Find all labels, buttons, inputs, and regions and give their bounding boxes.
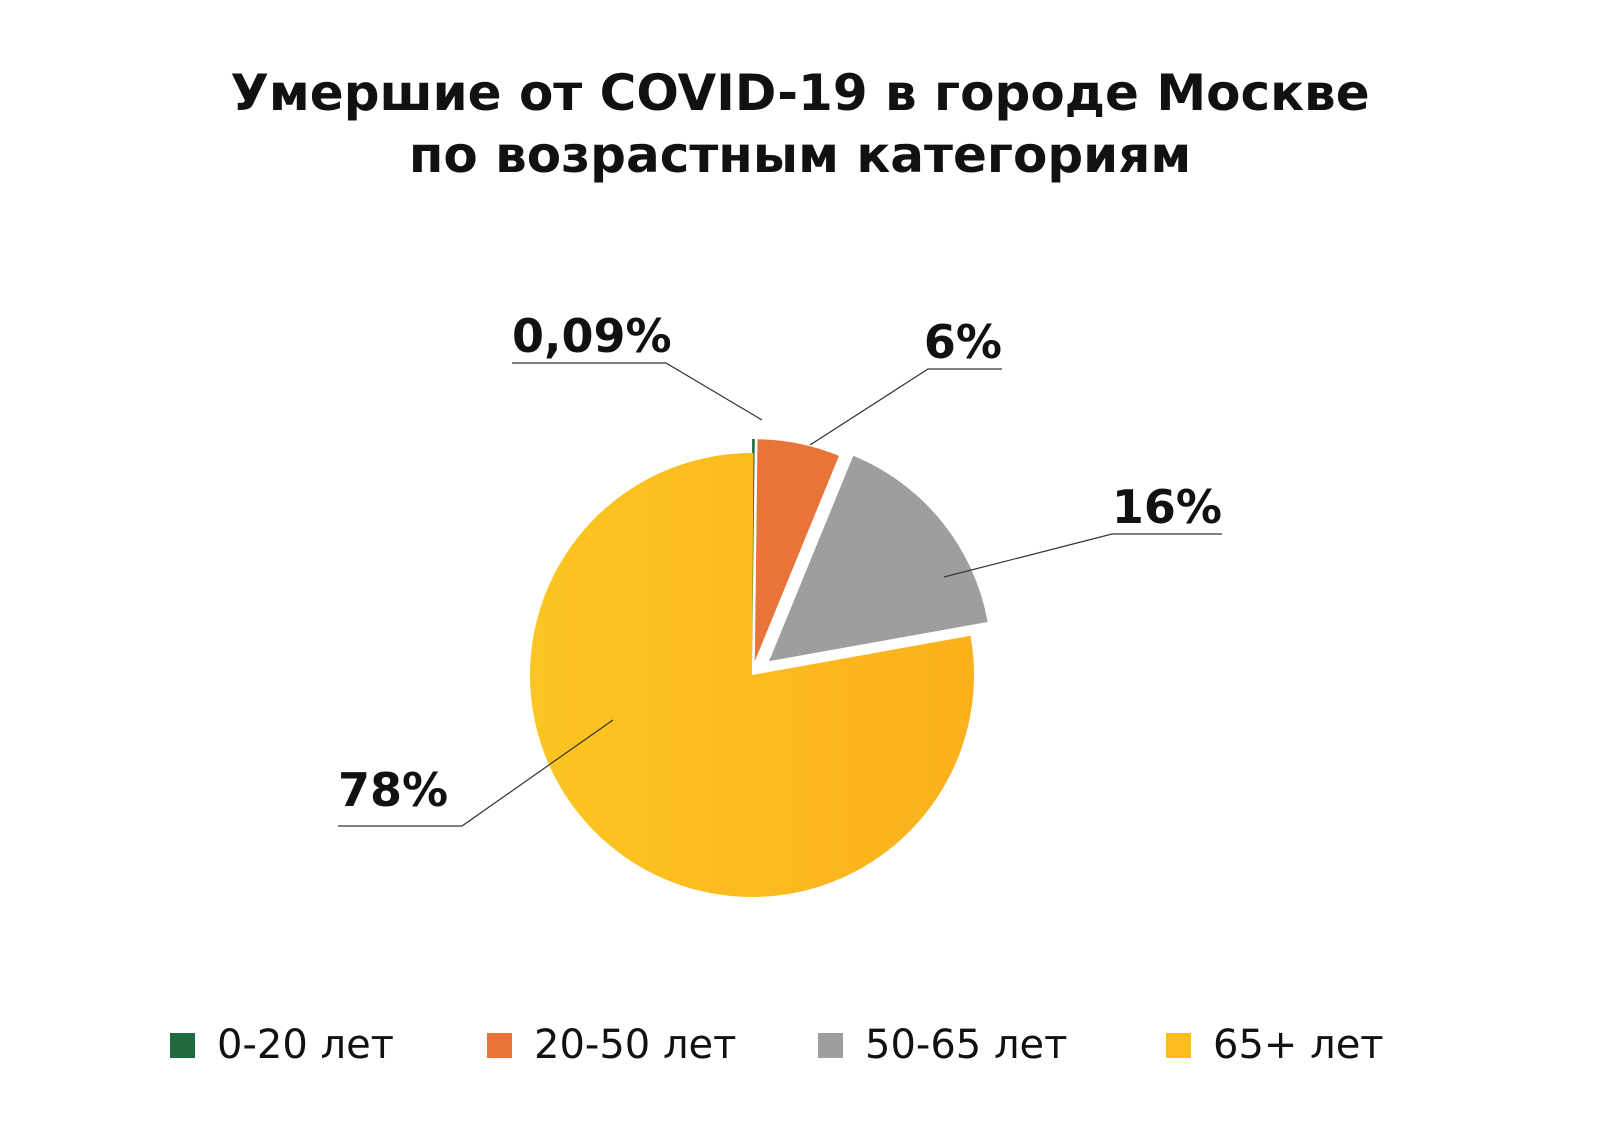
- legend-label-65-plus: 65+ лет: [1213, 1022, 1384, 1068]
- data-label-50-65: 16%: [1112, 480, 1222, 534]
- leader-line-0-20: [512, 362, 763, 421]
- legend-item-0-20: 0-20 лет: [170, 1022, 394, 1068]
- legend: 0-20 лет 20-50 лет 50-65 лет 65+ лет: [0, 1022, 1600, 1082]
- data-label-20-50: 6%: [924, 315, 1002, 369]
- leader-line-65-plus: [338, 719, 614, 827]
- legend-label-50-65: 50-65 лет: [865, 1022, 1068, 1068]
- pie-slices: [530, 439, 988, 897]
- legend-swatch-0-20: [170, 1032, 195, 1058]
- legend-label-20-50: 20-50 лет: [534, 1022, 737, 1068]
- chart-title-line-1: Умершие от COVID-19 в городе Москве: [230, 64, 1370, 122]
- data-labels: 0,09% 6% 16% 78%: [338, 309, 1222, 817]
- data-label-65-plus: 78%: [338, 763, 448, 817]
- pie-slice-20-50: [754, 439, 839, 662]
- legend-item-20-50: 20-50 лет: [487, 1022, 736, 1068]
- legend-swatch-20-50: [487, 1032, 512, 1058]
- leader-line-20-50: [809, 368, 1002, 446]
- leader-lines: [338, 362, 1222, 827]
- chart-title-line-2: по возрастным категориям: [408, 126, 1192, 184]
- pie-slice-50-65: [769, 455, 988, 662]
- legend-swatch-65-plus: [1166, 1032, 1191, 1058]
- legend-label-0-20: 0-20 лет: [217, 1022, 394, 1068]
- leader-line-50-65: [943, 533, 1222, 578]
- chart-title: Умершие от COVID-19 в городе Москве по в…: [0, 62, 1600, 186]
- pie-slice-65-plus: [530, 453, 974, 897]
- legend-item-65-plus: 65+ лет: [1166, 1022, 1384, 1068]
- legend-swatch-50-65: [818, 1032, 843, 1058]
- data-label-0-20: 0,09%: [512, 309, 672, 363]
- legend-item-50-65: 50-65 лет: [818, 1022, 1067, 1068]
